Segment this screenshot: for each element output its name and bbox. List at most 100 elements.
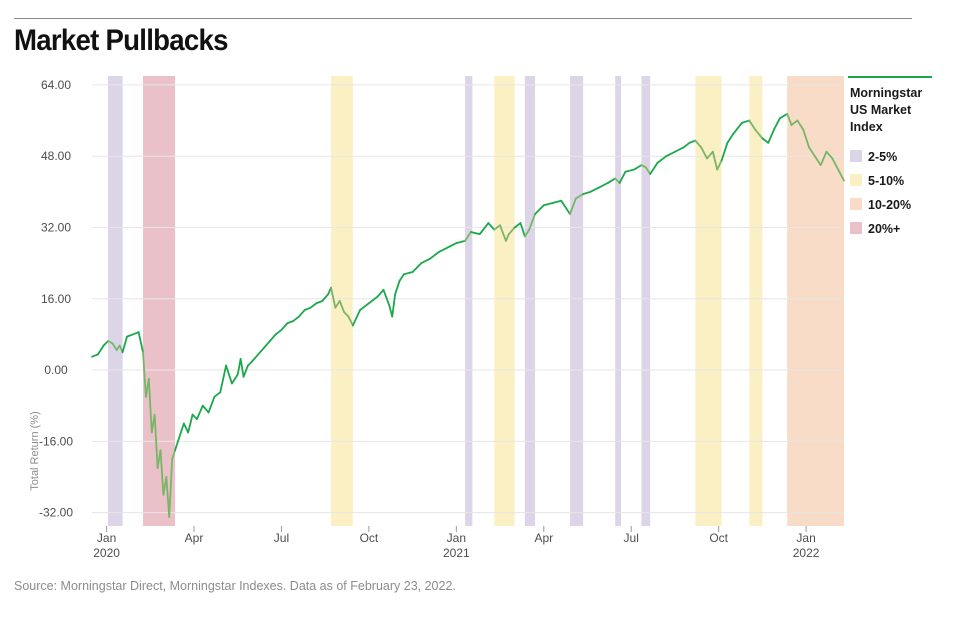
pullback-band-5-10 bbox=[749, 76, 763, 526]
series-segment bbox=[624, 168, 636, 173]
series-segment bbox=[761, 137, 770, 144]
series-segment bbox=[420, 257, 432, 265]
y-tick-label: 32.00 bbox=[41, 220, 71, 234]
series-segment bbox=[121, 335, 128, 354]
series-segment bbox=[633, 164, 643, 171]
series-segment bbox=[111, 342, 118, 351]
series-segment bbox=[796, 119, 805, 131]
series-segment bbox=[153, 413, 159, 469]
pullback-band-2-5 bbox=[108, 76, 123, 526]
series-segment bbox=[446, 242, 458, 249]
series-segment bbox=[280, 322, 289, 331]
series-segment bbox=[91, 353, 99, 358]
series-segment bbox=[201, 404, 210, 414]
pullback-band-2-5 bbox=[570, 76, 584, 526]
series-segment bbox=[470, 231, 481, 236]
series-segment bbox=[618, 170, 627, 184]
series-segment bbox=[398, 273, 405, 282]
legend: Morningstar US Market Index 2-5% 5-10% 10-20%… bbox=[848, 76, 932, 236]
series-segment bbox=[732, 121, 743, 135]
series-segment bbox=[171, 449, 176, 461]
series-segment bbox=[831, 157, 840, 171]
pullback-band-2-5 bbox=[524, 76, 536, 526]
series-segment bbox=[321, 293, 329, 302]
series-segment bbox=[309, 302, 318, 309]
series-segment bbox=[268, 333, 277, 342]
series-segment bbox=[239, 358, 245, 378]
series-segment bbox=[292, 315, 300, 322]
x-tick-label: Jan bbox=[97, 531, 116, 545]
series-segment bbox=[178, 422, 185, 438]
series-segment bbox=[767, 128, 775, 144]
series-segment bbox=[528, 213, 536, 231]
series-segment bbox=[534, 204, 545, 216]
series-segment bbox=[819, 150, 828, 167]
y-axis-label: Total Return (%) bbox=[29, 411, 41, 490]
series-segment bbox=[219, 364, 227, 394]
series-segment bbox=[493, 224, 501, 231]
series-segment bbox=[382, 288, 391, 307]
series-segment bbox=[589, 186, 601, 193]
pullback-band-5-10 bbox=[695, 76, 722, 526]
series-segment bbox=[598, 182, 609, 189]
series-segment bbox=[706, 150, 714, 160]
series-segment bbox=[507, 226, 516, 236]
series-segment bbox=[402, 271, 414, 276]
series-segment bbox=[182, 422, 190, 434]
series-segment bbox=[347, 315, 354, 327]
series-segment bbox=[298, 309, 306, 318]
series-segment bbox=[359, 302, 370, 311]
y-tick-label: -16.00 bbox=[39, 434, 73, 448]
series-segment bbox=[196, 404, 204, 420]
series-segment bbox=[487, 222, 496, 231]
series-segment bbox=[343, 311, 350, 318]
x-tick-year: 2020 bbox=[93, 546, 120, 560]
series-segment bbox=[286, 320, 295, 325]
series-segment bbox=[225, 364, 233, 385]
series-segment bbox=[231, 373, 239, 385]
x-tick-label: Jan bbox=[447, 531, 466, 545]
series-segment bbox=[716, 159, 723, 171]
series-segment bbox=[754, 128, 764, 140]
series-segment bbox=[720, 141, 729, 162]
series-segment bbox=[825, 150, 834, 160]
series-segment bbox=[351, 309, 362, 327]
y-tick-label: 0.00 bbox=[44, 363, 68, 377]
series-segment bbox=[674, 146, 685, 153]
legend-title-line: US Market bbox=[850, 103, 912, 117]
series-segment bbox=[242, 364, 249, 378]
series-segment bbox=[274, 329, 283, 336]
series-segment bbox=[411, 262, 423, 273]
y-tick-label: 64.00 bbox=[41, 78, 71, 92]
series-segment bbox=[338, 300, 346, 314]
series-segment bbox=[251, 353, 260, 363]
series-segment bbox=[614, 177, 621, 184]
series-segment bbox=[464, 231, 472, 242]
series-segment bbox=[694, 139, 703, 149]
series-segment bbox=[187, 413, 194, 434]
series-segment bbox=[644, 166, 652, 175]
series-segment bbox=[582, 190, 592, 195]
series-segment bbox=[778, 112, 789, 120]
pullback-band-2-5 bbox=[615, 76, 622, 526]
series-segment bbox=[726, 133, 735, 144]
series-segment bbox=[263, 340, 271, 349]
pullback-band-10-20 bbox=[787, 76, 844, 526]
chart-title: Market Pullbacks bbox=[14, 24, 228, 57]
pullback-band-20+ bbox=[143, 76, 176, 526]
series-segment bbox=[174, 435, 181, 452]
series-segment bbox=[519, 222, 526, 238]
pullback-band-2-5 bbox=[465, 76, 473, 526]
y-tick-label: 48.00 bbox=[41, 149, 71, 163]
x-tick-year: 2022 bbox=[793, 546, 820, 560]
top-rule bbox=[14, 18, 912, 19]
series-segment bbox=[330, 286, 337, 309]
series-segment bbox=[213, 391, 222, 398]
series-segment bbox=[142, 351, 147, 398]
series-segment bbox=[247, 360, 254, 367]
legend-title-line: Index bbox=[850, 120, 883, 134]
series-segment bbox=[137, 331, 144, 354]
x-tick-label: Jan bbox=[796, 531, 815, 545]
series-segment bbox=[682, 141, 691, 149]
